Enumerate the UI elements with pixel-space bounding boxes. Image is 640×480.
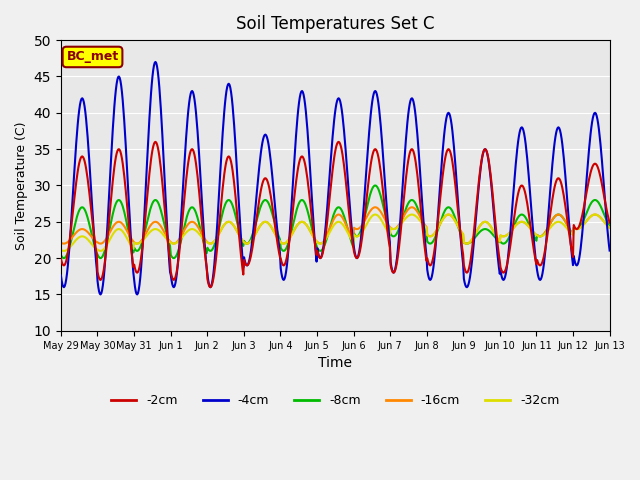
Text: BC_met: BC_met xyxy=(67,50,118,63)
X-axis label: Time: Time xyxy=(318,356,352,370)
Legend: -2cm, -4cm, -8cm, -16cm, -32cm: -2cm, -4cm, -8cm, -16cm, -32cm xyxy=(106,389,564,412)
Title: Soil Temperatures Set C: Soil Temperatures Set C xyxy=(236,15,435,33)
Y-axis label: Soil Temperature (C): Soil Temperature (C) xyxy=(15,121,28,250)
